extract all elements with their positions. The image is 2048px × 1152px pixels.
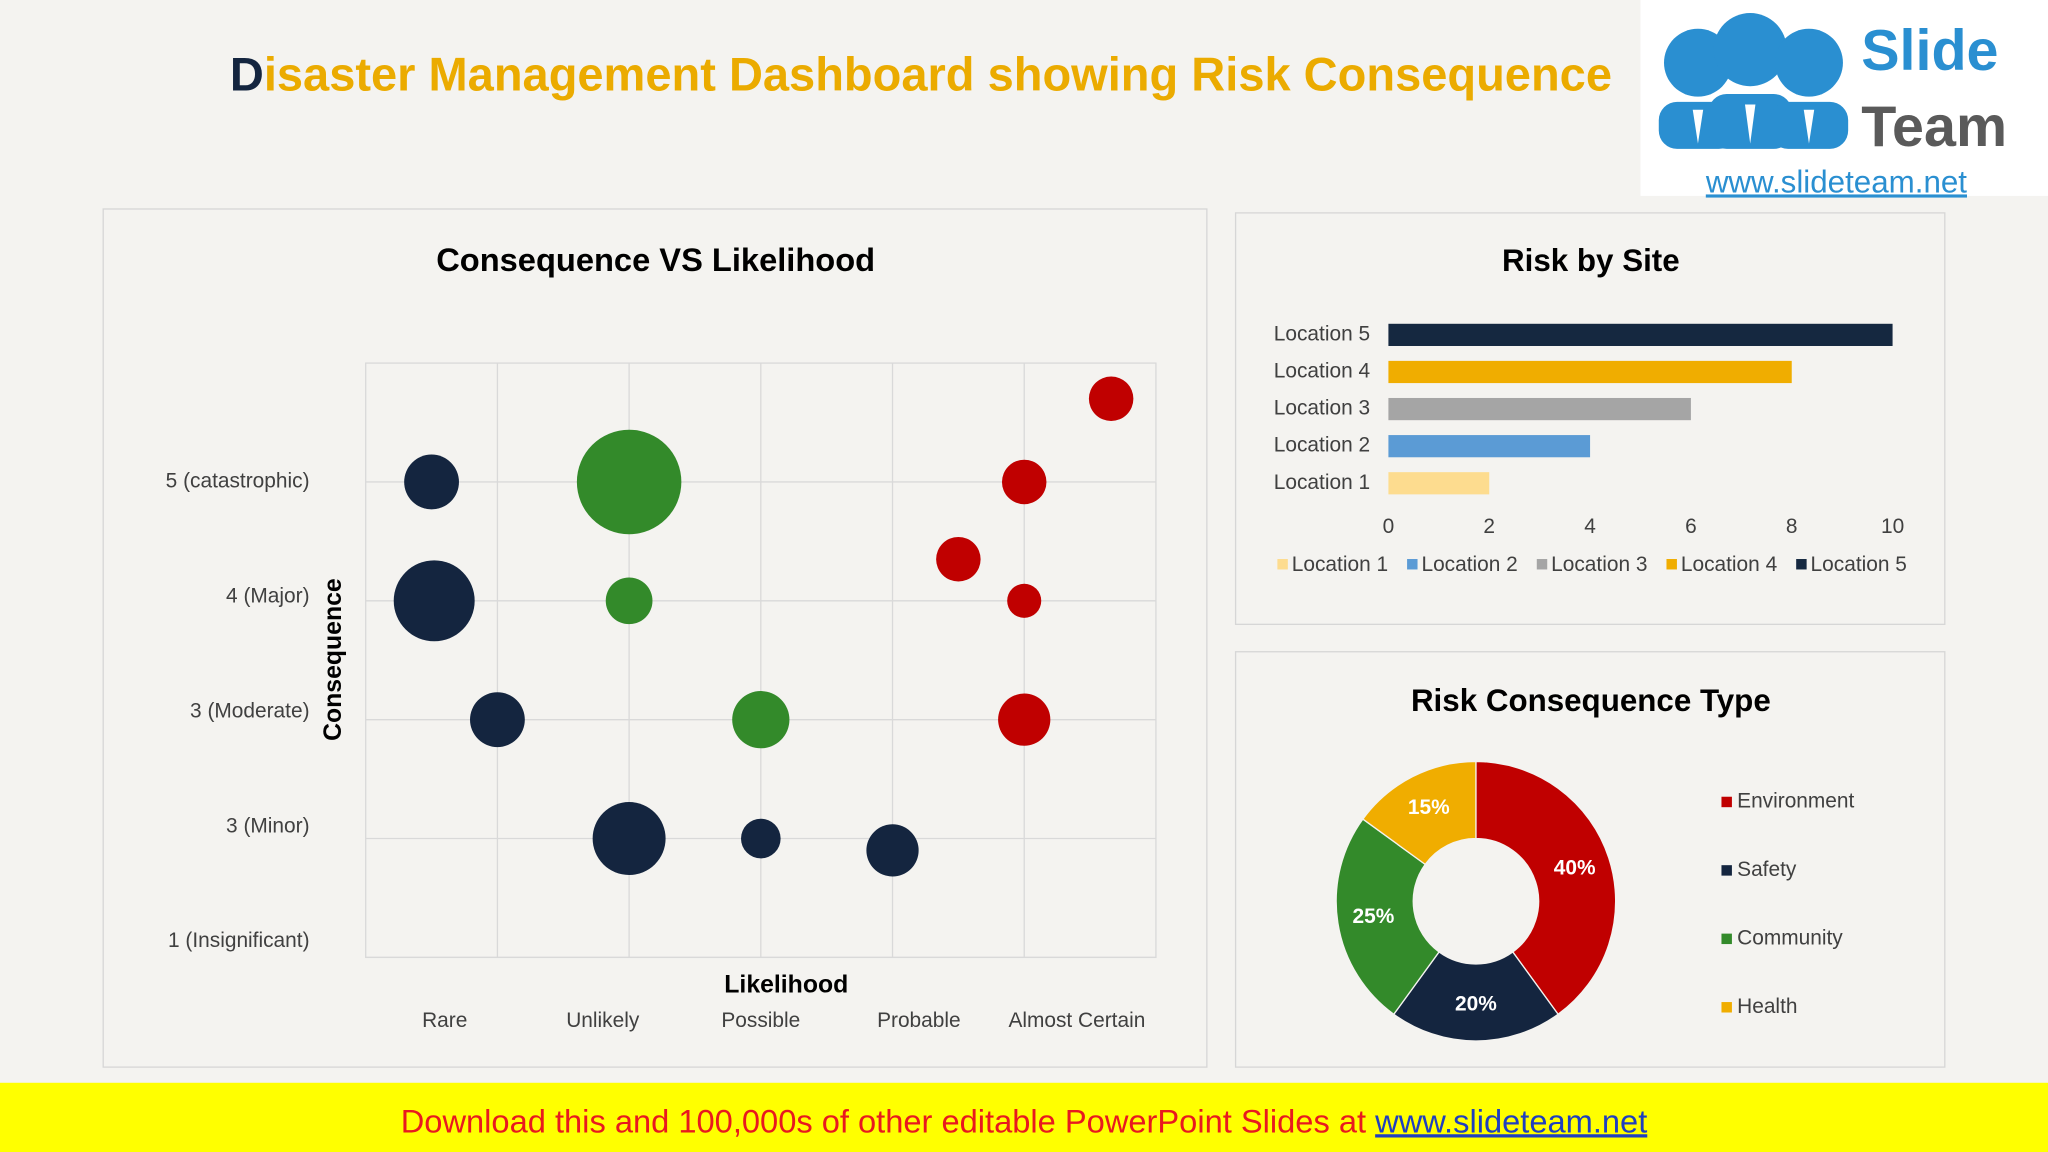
legend-label: Location 5 xyxy=(1811,553,1907,576)
y-tick-label: 3 (Minor) xyxy=(226,814,310,837)
legend-label: Health xyxy=(1737,995,1797,1018)
bubble xyxy=(470,692,525,748)
chart-title: Consequence VS Likelihood xyxy=(436,241,875,278)
bubble xyxy=(732,691,790,749)
x-tick-label: 10 xyxy=(1881,515,1904,538)
data-label: 25% xyxy=(1352,905,1394,928)
legend-swatch xyxy=(1721,933,1732,945)
legend-swatch xyxy=(1666,559,1677,570)
donut-slice xyxy=(1361,760,1477,866)
donut-slice xyxy=(1475,760,1617,1016)
slide-title: Disaster Management Dashboard showing Ri… xyxy=(230,48,1612,101)
legend-label: Location 3 xyxy=(1551,553,1647,576)
bubble xyxy=(1088,376,1134,422)
logo-icon xyxy=(1658,13,1849,149)
bubble xyxy=(1007,583,1042,618)
y-tick-label: Location 1 xyxy=(1274,471,1370,494)
legend-swatch xyxy=(1721,796,1732,808)
legend-swatch xyxy=(1277,559,1288,570)
bubble xyxy=(866,824,919,877)
x-tick-label: 6 xyxy=(1685,515,1697,538)
bubble xyxy=(592,802,666,876)
legend-swatch xyxy=(1721,1002,1732,1013)
data-label: 20% xyxy=(1455,993,1497,1016)
logo-url[interactable]: www.slideteam.net xyxy=(1705,164,1967,199)
legend-label: Location 4 xyxy=(1681,553,1777,576)
banner-link[interactable]: www.slideteam.net xyxy=(1374,1102,1647,1139)
x-tick-label: Probable xyxy=(877,1009,961,1032)
y-tick-label: 5 (catastrophic) xyxy=(166,469,310,492)
legend-label: Location 2 xyxy=(1421,553,1517,576)
x-tick-label: Unlikely xyxy=(566,1009,640,1032)
logo-word: Slide xyxy=(1861,19,1998,83)
bubble xyxy=(1001,459,1047,505)
legend-label: Community xyxy=(1737,926,1843,949)
bubble xyxy=(576,429,682,535)
x-tick-label: 8 xyxy=(1786,515,1798,538)
bar xyxy=(1388,472,1490,495)
chart-title: Risk Consequence Type xyxy=(1411,683,1771,718)
legend-swatch xyxy=(1536,559,1548,570)
banner-message: Download this and 100,000s of other edit… xyxy=(401,1102,1375,1139)
data-label: 15% xyxy=(1408,796,1450,819)
bubble xyxy=(605,577,653,625)
banner xyxy=(0,1082,2048,1152)
bar xyxy=(1388,435,1591,458)
x-tick-label: Almost Certain xyxy=(1008,1009,1145,1032)
x-tick-label: 4 xyxy=(1584,515,1596,538)
x-axis-title: Likelihood xyxy=(724,972,848,999)
x-tick-label: Possible xyxy=(721,1009,800,1032)
panel xyxy=(102,208,1208,1068)
bubble xyxy=(404,454,459,510)
x-tick-label: 2 xyxy=(1483,515,1495,538)
legend-label: Environment xyxy=(1737,789,1854,812)
bubble xyxy=(393,560,475,642)
bar xyxy=(1388,360,1792,384)
y-axis-title: Consequence xyxy=(320,578,347,741)
legend-swatch xyxy=(1796,559,1807,570)
y-tick-label: Location 4 xyxy=(1274,359,1370,382)
legend-label: Location 1 xyxy=(1292,553,1388,576)
y-tick-label: 4 (Major) xyxy=(226,584,310,607)
banner-text: Download this and 100,000s of other edit… xyxy=(401,1102,1648,1139)
x-tick-label: Rare xyxy=(422,1009,467,1032)
legend-swatch xyxy=(1721,865,1732,876)
legend-label: Safety xyxy=(1737,858,1797,881)
y-tick-label: 3 (Moderate) xyxy=(190,699,310,722)
y-tick-label: Location 5 xyxy=(1274,322,1370,345)
logo: Slide Team www.slideteam.net xyxy=(1640,0,2048,199)
bar xyxy=(1388,397,1691,421)
chart-title: Risk by Site xyxy=(1502,243,1680,278)
data-label: 40% xyxy=(1554,857,1596,880)
bar xyxy=(1388,323,1893,346)
title-initial: D xyxy=(230,48,264,101)
bubble xyxy=(998,693,1051,746)
bubble xyxy=(936,536,981,582)
logo-word: Team xyxy=(1861,95,2007,159)
y-tick-label: Location 2 xyxy=(1274,434,1370,457)
y-tick-label: Location 3 xyxy=(1274,397,1370,420)
donut-slice xyxy=(1335,818,1440,1016)
donut-slice xyxy=(1392,951,1559,1042)
x-tick-label: 0 xyxy=(1383,515,1395,538)
title-text: isaster Management Dashboard showing Ris… xyxy=(264,48,1612,101)
legend-swatch xyxy=(1407,559,1418,570)
y-tick-label: 1 (Insignificant) xyxy=(168,929,310,952)
bubble xyxy=(741,818,781,859)
